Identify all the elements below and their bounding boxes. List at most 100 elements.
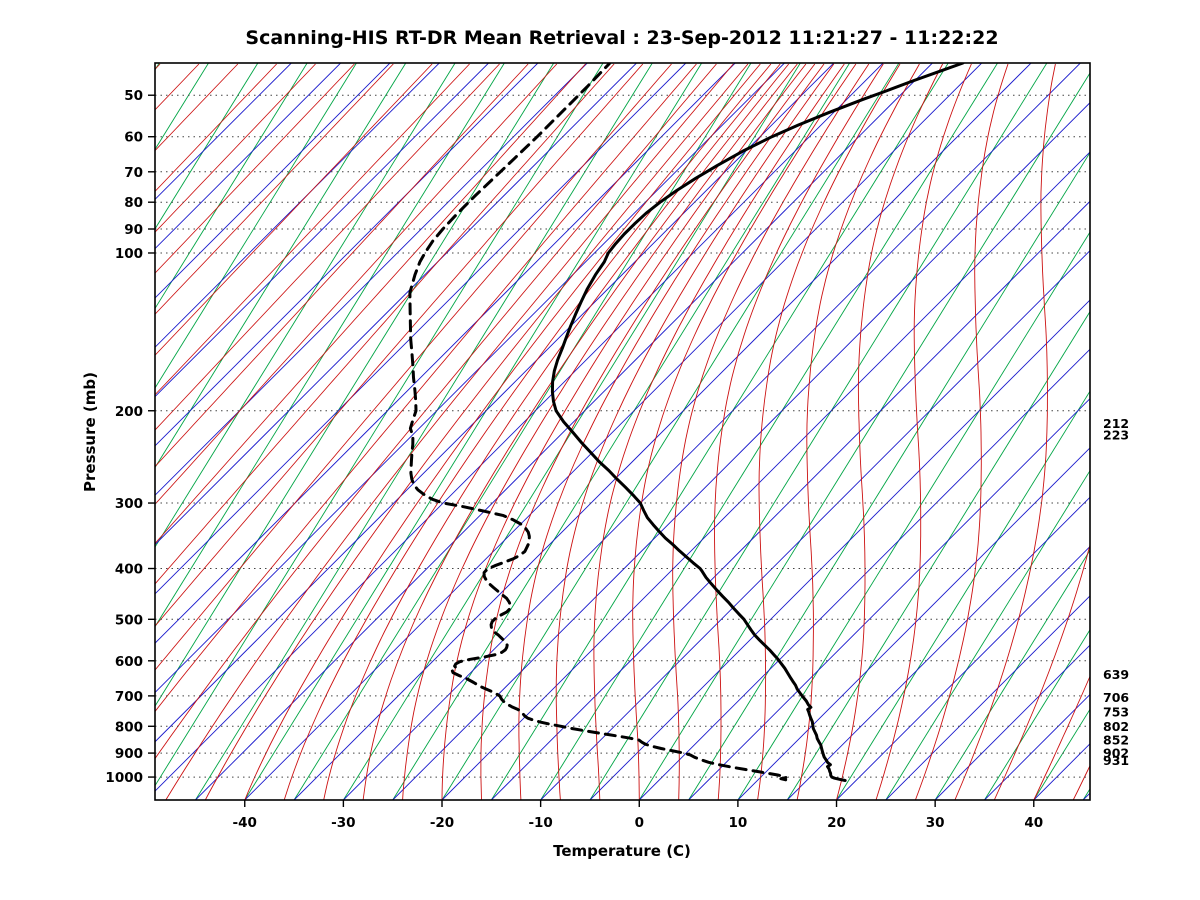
isotherm-line xyxy=(195,63,933,800)
mixing-ratio-line xyxy=(155,63,505,628)
isotherm-line xyxy=(155,63,440,348)
isotherm-line xyxy=(244,63,983,800)
x-tick-label: -20 xyxy=(430,815,454,831)
isotherm-line xyxy=(155,63,687,595)
adiabat-line xyxy=(155,63,529,468)
dewpoint-curve xyxy=(408,63,788,782)
x-tick-label: 30 xyxy=(926,815,945,831)
isotherm-line xyxy=(491,200,1090,800)
adiabat-line xyxy=(155,63,672,671)
adiabat-line xyxy=(796,63,920,800)
mixing-ratio-line xyxy=(155,63,407,469)
right-pressure-label: 639 xyxy=(1103,667,1129,682)
mixing-ratio-line xyxy=(934,549,1090,800)
y-tick-label: 200 xyxy=(115,404,143,420)
mixing-ratio-line xyxy=(155,63,555,707)
adiabat-line xyxy=(402,63,798,800)
y-tick-label: 800 xyxy=(115,719,143,735)
isotherm-line xyxy=(155,63,785,694)
plot-frame xyxy=(154,62,1091,801)
right-pressure-label: 706 xyxy=(1103,690,1129,705)
mixing-ratio-line xyxy=(293,63,752,800)
y-tick-label: 900 xyxy=(115,746,143,762)
isotherm-line xyxy=(155,63,391,299)
mixing-ratio-line xyxy=(441,63,900,800)
right-pressure-label: 223 xyxy=(1103,428,1129,443)
isotherm-line xyxy=(155,63,736,644)
mixing-ratio-line xyxy=(155,63,308,310)
adiabat-line xyxy=(914,63,1009,800)
adiabat-line xyxy=(165,63,734,800)
adiabat-line xyxy=(244,63,761,800)
y-axis-label: Pressure (mb) xyxy=(81,372,99,492)
y-tick-label: 80 xyxy=(124,195,143,211)
mixing-ratio-line xyxy=(1082,788,1090,800)
adiabat-line xyxy=(155,63,586,545)
adiabat-line xyxy=(155,63,558,506)
mixing-ratio-line xyxy=(195,63,653,800)
x-tick-label: -30 xyxy=(331,815,355,831)
adiabat-line xyxy=(1072,764,1090,800)
adiabat-line xyxy=(480,63,816,800)
isotherm-line xyxy=(343,63,1081,800)
y-tick-label: 100 xyxy=(115,246,143,262)
y-tick-label: 500 xyxy=(115,612,143,628)
y-tick-label: 600 xyxy=(115,654,143,670)
isotherm-line xyxy=(885,595,1090,800)
axis-ticks: 5060708090100200300400500600700800900100… xyxy=(105,88,1043,831)
adiabat-line xyxy=(155,63,500,431)
isotherm-line xyxy=(984,693,1090,800)
chart-title: Scanning-HIS RT-DR Mean Retrieval : 23-S… xyxy=(245,27,998,49)
adiabat-line xyxy=(672,63,870,800)
adiabat-line xyxy=(155,63,316,233)
adiabat-line xyxy=(204,63,749,800)
isotherm-line xyxy=(155,63,637,546)
adiabat-line xyxy=(155,63,355,274)
y-tick-label: 60 xyxy=(124,130,143,146)
isotherm-line xyxy=(441,151,1090,800)
adiabat-line xyxy=(362,63,790,800)
isotherm-line xyxy=(155,63,292,200)
adiabat-line xyxy=(283,63,772,800)
adiabat-line xyxy=(155,63,470,396)
isotherm-line xyxy=(1082,792,1090,800)
mixing-ratio-line xyxy=(490,63,949,800)
isotherm-line xyxy=(293,63,1032,800)
isotherm-line xyxy=(786,496,1090,800)
mixing-ratio-line xyxy=(155,63,357,389)
isotherm-line xyxy=(155,63,835,743)
y-tick-label: 50 xyxy=(124,88,143,104)
x-tick-label: -10 xyxy=(528,815,552,831)
isotherm-line xyxy=(688,397,1090,800)
right-pressure-label: 753 xyxy=(1103,704,1129,719)
mixing-ratio-line xyxy=(392,63,851,800)
right-pressure-label: 931 xyxy=(1103,753,1129,768)
adiabat-line xyxy=(993,543,1090,800)
mixing-ratio-line xyxy=(737,231,1090,800)
adiabat-line xyxy=(441,63,807,800)
mixing-ratio-line xyxy=(540,63,998,800)
adiabat-line xyxy=(555,63,835,800)
y-tick-label: 70 xyxy=(124,165,143,181)
temperature-curve xyxy=(550,63,965,782)
adiabat-line xyxy=(155,63,615,585)
mixing-ratio-line xyxy=(155,63,456,548)
right-pressure-label: 212 xyxy=(1103,416,1129,431)
isotherm-line xyxy=(934,644,1090,800)
mixing-ratio-line xyxy=(885,469,1090,800)
right-pressure-label: 802 xyxy=(1103,719,1129,734)
x-tick-label: 40 xyxy=(1024,815,1043,831)
profile-curves xyxy=(408,63,965,782)
x-tick-label: -40 xyxy=(233,815,257,831)
x-tick-label: 20 xyxy=(827,815,846,831)
isotherm-line xyxy=(589,299,1090,800)
plot-frame-group xyxy=(154,62,1091,801)
isotherm-line xyxy=(540,250,1090,800)
isotherm-line xyxy=(155,63,884,792)
y-tick-label: 300 xyxy=(115,496,143,512)
mixing-ratio-line xyxy=(638,72,1090,800)
y-tick-label: 700 xyxy=(115,689,143,705)
pressure-gridlines xyxy=(155,94,1090,778)
